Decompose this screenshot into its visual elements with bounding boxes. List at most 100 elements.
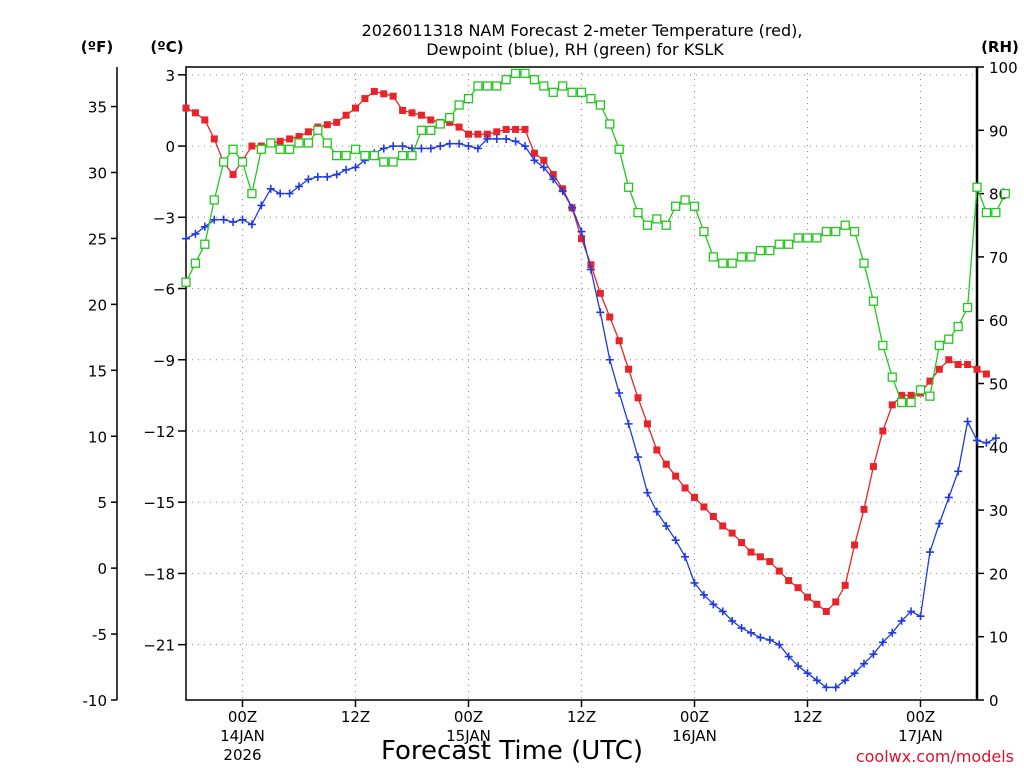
dewpoint-point <box>709 600 718 609</box>
dewpoint-point <box>521 142 529 151</box>
dewpoint-point <box>285 189 294 198</box>
temperature-point <box>964 361 972 369</box>
rh-point <box>332 150 342 161</box>
rh-point <box>190 258 201 268</box>
dewpoint-point <box>699 590 708 599</box>
rh-point <box>322 138 332 148</box>
dewpoint-point <box>229 218 238 227</box>
rh-point <box>416 125 427 135</box>
temperature-point <box>804 593 811 601</box>
rh-point <box>699 226 709 237</box>
rh-point <box>765 245 775 256</box>
dewpoint-point <box>342 165 351 174</box>
dewpoint-point <box>473 144 482 153</box>
dewpoint-point <box>247 220 256 229</box>
rh-point <box>784 239 794 249</box>
rh-point <box>576 87 587 97</box>
dewpoint-point <box>935 519 944 528</box>
dewpoint-point <box>200 222 209 231</box>
rh-point <box>303 138 314 148</box>
temperature-point <box>700 503 708 511</box>
chart-title-line-2: Dewpoint (blue), RH (green) for KSLK <box>426 40 724 59</box>
rh-tick-label: 20 <box>989 565 1008 583</box>
dewpoint-point <box>483 134 492 143</box>
rh-point <box>256 144 266 154</box>
temperature-point <box>512 125 520 133</box>
temperature-point <box>352 104 359 112</box>
temperature-point <box>860 505 868 513</box>
dewpoint-point <box>332 170 341 179</box>
fahrenheit-tick-label: 35 <box>88 99 107 117</box>
temperature-point <box>888 401 896 409</box>
temperature-point <box>662 460 670 468</box>
temperature-point <box>530 149 538 157</box>
rh-tick-label: 100 <box>989 59 1018 77</box>
rh-tick-label: 0 <box>989 692 999 710</box>
rh-point <box>925 391 935 401</box>
temperature-point <box>502 125 510 133</box>
temperature-series <box>182 87 990 615</box>
dewpoint-point <box>464 142 473 151</box>
rh-point <box>388 157 398 167</box>
dewpoint-point <box>794 662 803 671</box>
temperature-point <box>455 123 463 131</box>
rh-tick-label: 90 <box>989 122 1008 140</box>
dewpoint-point <box>652 507 661 516</box>
temperature-point <box>653 446 661 454</box>
temperature-point <box>549 171 557 179</box>
rh-point <box>435 119 445 129</box>
rh-point <box>821 226 831 237</box>
rh-point <box>473 81 483 91</box>
rh-point <box>369 150 379 161</box>
fahrenheit-tick-label: 20 <box>88 296 107 314</box>
rh-point <box>595 100 605 110</box>
temperature-point <box>323 121 331 129</box>
rh-point <box>209 195 219 205</box>
rh-tick-label: 70 <box>989 249 1008 267</box>
axis-label-rh: (RH) <box>981 38 1019 56</box>
dewpoint-point <box>803 669 812 678</box>
temperature-point <box>738 539 746 547</box>
x-tick-label: 12Z <box>793 708 822 726</box>
plot-frame <box>185 66 978 701</box>
x-tick-date-label: 16JAN <box>672 727 717 745</box>
dewpoint-point <box>276 189 285 198</box>
temperature-point <box>276 137 284 145</box>
rh-point <box>266 138 276 148</box>
fahrenheit-tick-label: -10 <box>83 692 108 710</box>
temperature-point <box>756 553 764 561</box>
celsius-tick-label: −12 <box>143 423 175 441</box>
temperature-point <box>954 361 962 369</box>
dewpoint-point <box>634 453 642 462</box>
temperature-point <box>945 356 953 364</box>
dewpoint-point <box>586 265 595 274</box>
rh-point <box>614 144 624 154</box>
dewpoint-point <box>728 616 737 625</box>
rh-point <box>897 397 907 408</box>
dewpoint-point <box>436 142 445 151</box>
rh-point <box>294 138 304 148</box>
rh-point <box>407 150 417 161</box>
x-tick-date-label: 15JAN <box>446 727 491 745</box>
temperature-point <box>851 541 859 549</box>
dewpoint-point <box>568 203 577 212</box>
dewpoint-point <box>954 467 963 476</box>
temperature-point <box>813 600 821 608</box>
rh-point <box>642 220 653 230</box>
temperature-point <box>295 133 303 141</box>
dewpoint-point <box>492 134 501 143</box>
dewpoint-point <box>379 144 388 153</box>
rh-point <box>680 195 690 205</box>
rh-point <box>746 252 756 262</box>
temperature-point <box>982 370 990 378</box>
rh-point <box>708 252 718 262</box>
rh-point <box>219 157 229 167</box>
x-tick-label: 12Z <box>341 708 370 726</box>
rh-point <box>633 207 643 218</box>
temperature-point <box>342 111 350 119</box>
x-tick-label: 00Z <box>228 708 257 726</box>
temperature-point <box>879 427 887 435</box>
gridlines <box>186 67 977 700</box>
x-tick-label: 00Z <box>454 708 483 726</box>
